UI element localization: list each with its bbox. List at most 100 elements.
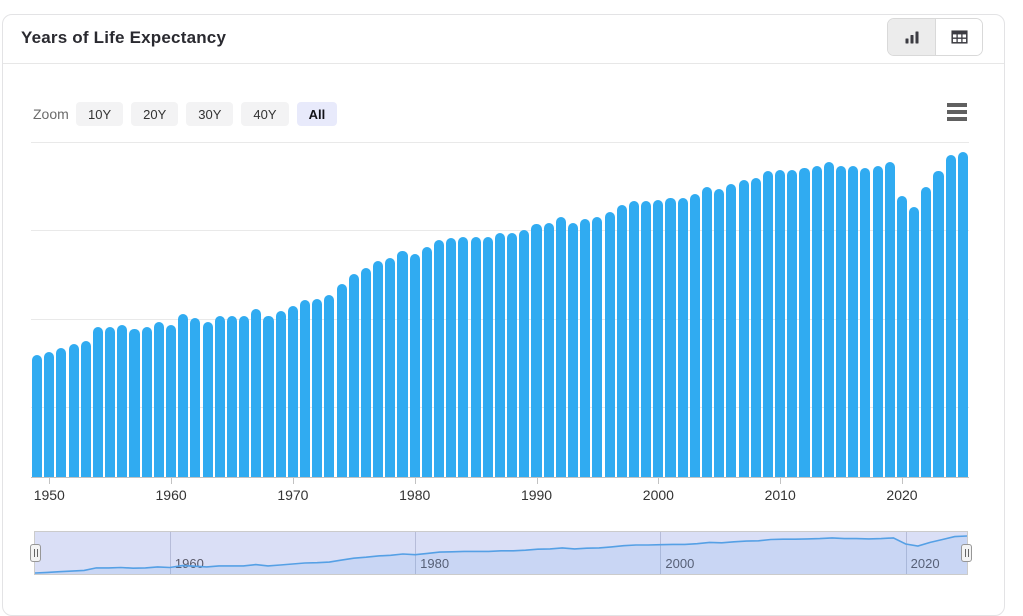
bar-2008[interactable] [750,178,761,477]
bar-1992[interactable] [555,217,566,477]
bar-2012[interactable] [799,167,810,477]
range-button-30y[interactable]: 30Y [186,102,234,126]
bar-1956[interactable] [117,325,128,477]
bar-2018[interactable] [872,165,883,477]
bar-1985[interactable] [470,236,481,477]
bar-2011[interactable] [787,169,798,477]
bar-1993[interactable] [568,222,579,477]
bar-2017[interactable] [860,167,871,477]
bar-1961[interactable] [178,314,189,477]
bar-1963[interactable] [202,321,213,477]
bar-1979[interactable] [397,250,408,477]
navigator-left-handle[interactable] [30,544,41,562]
bar-1988[interactable] [507,233,518,477]
bar-1975[interactable] [348,273,359,477]
bar-1980[interactable] [409,254,420,477]
bar-1971[interactable] [300,300,311,477]
bar-1950[interactable] [44,351,55,477]
x-axis-label-1990: 1990 [520,487,553,503]
bar-1964[interactable] [214,316,225,477]
bar-2013[interactable] [811,165,822,477]
table-icon [950,29,968,45]
bar-1973[interactable] [324,294,335,477]
bar-1998[interactable] [628,201,639,477]
table-view-button[interactable] [935,19,982,55]
navigator-gridline-2020 [905,532,907,574]
bar-1996[interactable] [604,211,615,477]
range-button-20y[interactable]: 20Y [131,102,179,126]
bar-1968[interactable] [263,316,274,477]
bar-1955[interactable] [105,326,116,477]
bar-2022[interactable] [921,187,932,477]
x-axis-tick-2020 [902,478,903,484]
bar-1954[interactable] [92,326,103,477]
bar-2020[interactable] [896,196,907,477]
x-axis-tick-2010 [780,478,782,484]
bar-1960[interactable] [166,325,177,477]
bar-1967[interactable] [251,309,262,477]
bar-1962[interactable] [190,317,201,477]
bar-2009[interactable] [762,171,773,477]
bar-1957[interactable] [129,328,140,477]
bar-2023[interactable] [933,171,944,477]
bar-1987[interactable] [494,233,505,477]
navigator-right-handle[interactable] [961,544,972,562]
bar-1952[interactable] [68,344,79,477]
bar-2015[interactable] [836,165,847,477]
y-gridline-80 [31,142,969,143]
bar-1990[interactable] [531,224,542,477]
bar-2001[interactable] [665,197,676,477]
bar-1982[interactable] [434,240,445,477]
bar-1978[interactable] [385,257,396,477]
bar-1972[interactable] [312,298,323,477]
bar-2025[interactable] [957,151,968,477]
bar-2005[interactable] [714,188,725,477]
bar-1966[interactable] [239,316,250,477]
chart-view-button[interactable] [888,19,935,55]
bar-1977[interactable] [373,261,384,477]
bar-1965[interactable] [226,316,237,477]
range-button-10y[interactable]: 10Y [76,102,124,126]
bar-1970[interactable] [287,305,298,477]
bar-1999[interactable] [641,201,652,477]
bar-1959[interactable] [153,321,164,477]
bar-1949[interactable] [32,355,43,477]
bar-2000[interactable] [653,199,664,477]
bar-1994[interactable] [580,219,591,477]
bar-1953[interactable] [80,340,91,477]
bar-1976[interactable] [360,268,371,477]
bar-2021[interactable] [909,206,920,477]
bar-1991[interactable] [543,222,554,477]
bar-1986[interactable] [482,236,493,477]
bar-1951[interactable] [56,348,67,477]
bar-2004[interactable] [702,187,713,477]
bar-1969[interactable] [275,310,286,477]
navigator-track[interactable]: 1960 1980 2000 2020 [35,532,967,574]
bar-1958[interactable] [141,326,152,477]
range-button-all[interactable]: All [296,102,338,126]
navigator-gridline-1960 [169,532,171,574]
chart-menu-button[interactable] [947,102,971,122]
bar-2014[interactable] [823,162,834,477]
bar-1997[interactable] [616,204,627,477]
bar-2007[interactable] [738,180,749,477]
bar-1989[interactable] [519,229,530,477]
bar-2002[interactable] [677,197,688,477]
bar-1974[interactable] [336,284,347,477]
bar-2006[interactable] [726,183,737,477]
bar-2019[interactable] [884,162,895,477]
x-axis-line [31,477,969,478]
x-axis-label-1950: 1950 [33,487,65,503]
bar-2016[interactable] [848,165,859,477]
bar-2003[interactable] [689,194,700,477]
x-axis-label-1960: 1960 [155,487,187,503]
bar-1984[interactable] [458,236,469,477]
bar-2024[interactable] [945,155,956,477]
bar-1995[interactable] [592,217,603,477]
navigator-label-2000: 2000 [665,556,694,571]
bar-1981[interactable] [421,247,432,477]
bar-2010[interactable] [775,169,786,477]
bar-1983[interactable] [446,238,457,477]
navigator[interactable]: 1960 1980 2000 2020 [30,531,972,575]
range-button-40y[interactable]: 40Y [241,102,289,126]
